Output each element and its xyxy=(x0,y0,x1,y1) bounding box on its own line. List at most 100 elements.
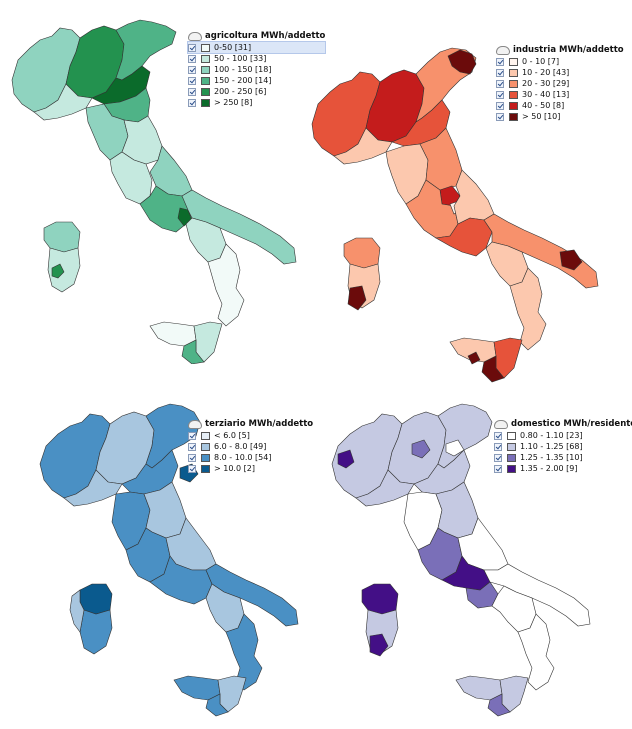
legend-title-text: agricoltura MWh/addetto xyxy=(205,31,326,41)
legend-item[interactable]: > 50 [10] xyxy=(496,111,624,122)
sicily-west xyxy=(455,675,503,701)
legend-label: 1.35 - 2.00 [9] xyxy=(520,464,578,473)
legend-label: 1.25 - 1.35 [10] xyxy=(520,453,583,462)
legend-item[interactable]: 40 - 50 [8] xyxy=(496,100,624,111)
region-friuli xyxy=(447,49,477,75)
region-calabria xyxy=(225,613,263,691)
region-calabria xyxy=(517,613,555,691)
checkbox-icon[interactable] xyxy=(188,87,196,96)
island-sicily xyxy=(149,321,223,364)
island-sicily xyxy=(173,675,247,717)
legend-item[interactable]: 1.10 - 1.25 [68] xyxy=(494,441,632,452)
legend-label: 0.80 - 1.10 [23] xyxy=(520,431,583,440)
legend-item[interactable]: 20 - 30 [29] xyxy=(496,78,624,89)
region-liguria xyxy=(33,83,93,121)
legend-label: 150 - 200 [14] xyxy=(214,76,272,85)
italy-mainland xyxy=(39,403,299,691)
swatch xyxy=(201,442,210,451)
region-north-purple xyxy=(411,439,431,459)
legend-item[interactable]: 50 - 100 [33] xyxy=(188,53,325,64)
checkbox-icon[interactable] xyxy=(496,57,504,66)
legend-item[interactable]: 6.0 - 8.0 [49] xyxy=(188,441,313,452)
legend-title-text: domestico MWh/residente xyxy=(511,419,632,429)
legend-item[interactable]: 8.0 - 10.0 [54] xyxy=(188,452,313,463)
legend-label: 40 - 50 [8] xyxy=(522,101,565,110)
swatch xyxy=(201,98,210,107)
region-nw-dark xyxy=(337,449,355,469)
legend-label: > 50 [10] xyxy=(522,112,561,121)
legend-item[interactable]: 30 - 40 [13] xyxy=(496,89,624,100)
legend-label: 50 - 100 [33] xyxy=(214,54,267,63)
checkbox-icon[interactable] xyxy=(188,54,196,63)
checkbox-icon[interactable] xyxy=(496,112,504,121)
legend-item[interactable]: 0.80 - 1.10 [23] xyxy=(494,430,632,441)
swatch xyxy=(201,453,210,462)
legend-item[interactable]: 0-50 [31] xyxy=(186,41,327,54)
checkbox-icon[interactable] xyxy=(496,101,504,110)
region-northeast xyxy=(115,19,177,81)
sicily-spot xyxy=(467,351,481,365)
region-puglia xyxy=(483,563,591,627)
legend-item[interactable]: 10 - 20 [43] xyxy=(496,67,624,78)
legend-label: 200 - 250 [6] xyxy=(214,87,267,96)
swatch xyxy=(507,442,516,451)
checkbox-icon[interactable] xyxy=(188,65,196,74)
checkbox-icon[interactable] xyxy=(494,431,502,440)
legend-item[interactable]: 0 - 10 [7] xyxy=(496,56,624,67)
map-agricoltura xyxy=(11,19,297,364)
checkbox-icon[interactable] xyxy=(188,76,196,85)
legend-label: 0 - 10 [7] xyxy=(522,57,560,66)
legend-item[interactable]: 1.35 - 2.00 [9] xyxy=(494,463,632,474)
swatch xyxy=(507,453,516,462)
swatch xyxy=(509,68,518,77)
swatch xyxy=(509,101,518,110)
layer-icon xyxy=(188,31,202,41)
checkbox-icon[interactable] xyxy=(496,79,504,88)
swatch xyxy=(201,464,210,473)
swatch xyxy=(507,431,516,440)
sardinia-north xyxy=(343,237,381,269)
legend-label: 0-50 [31] xyxy=(214,43,252,52)
swatch xyxy=(509,90,518,99)
sicily-west xyxy=(149,321,197,347)
legend-label: > 10.0 [2] xyxy=(214,464,255,473)
legend-item[interactable]: > 10.0 [2] xyxy=(188,463,313,474)
swatch xyxy=(201,43,210,52)
region-calabria xyxy=(509,267,547,351)
legend-item[interactable]: 1.25 - 1.35 [10] xyxy=(494,452,632,463)
island-sicily xyxy=(449,337,523,383)
legend-item[interactable]: 150 - 200 [14] xyxy=(188,75,325,86)
checkbox-icon[interactable] xyxy=(188,43,196,52)
legend-item[interactable]: 100 - 150 [18] xyxy=(188,64,325,75)
swatch xyxy=(507,464,516,473)
panel-domestico: domestico MWh/residente 0.80 - 1.10 [23]… xyxy=(316,384,632,729)
checkbox-icon[interactable] xyxy=(188,431,196,440)
checkbox-icon[interactable] xyxy=(188,442,196,451)
checkbox-icon[interactable] xyxy=(496,90,504,99)
legend-label: 100 - 150 [18] xyxy=(214,65,272,74)
legend-item[interactable]: 200 - 250 [6] xyxy=(188,86,325,97)
checkbox-icon[interactable] xyxy=(496,68,504,77)
checkbox-icon[interactable] xyxy=(188,98,196,107)
map-domestico xyxy=(331,403,591,717)
checkbox-icon[interactable] xyxy=(188,453,196,462)
region-liguria xyxy=(333,127,393,165)
legend-item[interactable]: < 6.0 [5] xyxy=(188,430,313,441)
legend-item[interactable]: > 250 [8] xyxy=(188,97,325,108)
region-northeast xyxy=(145,403,201,469)
panel-terziario: terziario MWh/addetto < 6.0 [5] 6.0 - 8.… xyxy=(0,384,316,729)
swatch xyxy=(201,431,210,440)
legend-title-text: terziario MWh/addetto xyxy=(205,419,314,429)
region-liguria xyxy=(355,469,415,507)
island-sardinia xyxy=(43,221,81,293)
checkbox-icon[interactable] xyxy=(494,442,502,451)
legend-industria: industria MWh/addetto 0 - 10 [7] 10 - 20… xyxy=(496,44,624,122)
legend-label: 1.10 - 1.25 [68] xyxy=(520,442,583,451)
checkbox-icon[interactable] xyxy=(188,464,196,473)
swatch xyxy=(509,112,518,121)
sardinia-spot xyxy=(347,285,367,311)
checkbox-icon[interactable] xyxy=(494,464,502,473)
italy-mainland xyxy=(331,403,591,691)
legend-label: 30 - 40 [13] xyxy=(522,90,570,99)
checkbox-icon[interactable] xyxy=(494,453,502,462)
